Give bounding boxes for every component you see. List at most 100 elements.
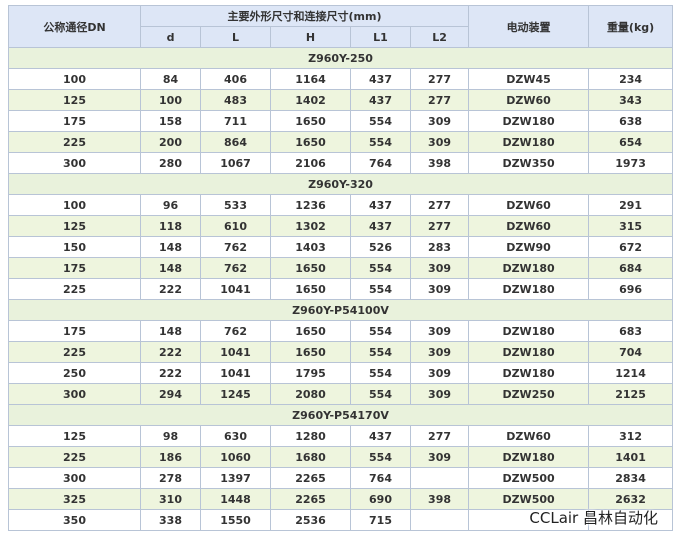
data-cell: 1397 xyxy=(200,467,271,489)
data-cell: 1280 xyxy=(270,425,351,447)
data-cell: 350 xyxy=(8,509,141,531)
data-cell: 2834 xyxy=(588,467,674,489)
data-cell: 150 xyxy=(8,236,141,258)
data-cell: 1067 xyxy=(200,152,271,174)
data-cell: 554 xyxy=(350,362,411,384)
data-cell: 200 xyxy=(140,131,201,153)
data-cell: 1650 xyxy=(270,257,351,279)
data-cell: 309 xyxy=(409,257,470,279)
data-cell: 277 xyxy=(409,68,470,90)
data-cell: DZW45 xyxy=(468,68,590,90)
data-cell: 148 xyxy=(140,320,201,342)
data-row: 225 222 1041 1650 554 309 DZW180 696 xyxy=(8,278,674,300)
data-cell: 554 xyxy=(350,257,411,279)
data-cell: 437 xyxy=(350,215,411,237)
data-cell: 1650 xyxy=(270,278,351,300)
data-cell: 1302 xyxy=(270,215,351,237)
data-cell: 280 xyxy=(140,152,201,174)
data-row: 100 84 406 1164 437 277 DZW45 234 xyxy=(8,68,674,90)
data-cell: 325 xyxy=(8,488,141,510)
header-row: 公称通径DN 主要外形尺寸和连接尺寸(mm) 电动装置 重量(kg) xyxy=(8,5,674,48)
data-cell: 1448 xyxy=(200,488,271,510)
data-cell: 1245 xyxy=(200,383,271,405)
data-cell: 704 xyxy=(588,341,674,363)
data-cell: DZW180 xyxy=(468,446,590,468)
data-cell: DZW500 xyxy=(468,467,590,489)
group-title: Z960Y-250 xyxy=(7,47,674,69)
data-cell: 225 xyxy=(8,341,141,363)
data-row: 150 148 762 1403 526 283 DZW90 672 xyxy=(8,236,674,258)
group-row: Z960Y-P54100V xyxy=(7,299,674,321)
data-cell: DZW60 xyxy=(468,215,590,237)
data-cell: 175 xyxy=(8,110,141,132)
group-row: Z960Y-320 xyxy=(7,173,674,195)
data-cell: 533 xyxy=(200,194,271,216)
data-cell: 437 xyxy=(350,425,411,447)
data-cell: 554 xyxy=(350,110,411,132)
data-cell: 1041 xyxy=(200,278,271,300)
data-cell: 148 xyxy=(140,257,201,279)
data-cell: 1214 xyxy=(588,362,674,384)
data-cell: 2536 xyxy=(270,509,351,531)
empty-cell xyxy=(409,467,470,489)
data-cell: DZW180 xyxy=(468,278,590,300)
data-cell: 2265 xyxy=(270,467,351,489)
data-cell: DZW180 xyxy=(468,320,590,342)
data-cell: 148 xyxy=(140,236,201,258)
data-cell: 225 xyxy=(8,446,141,468)
data-cell: 1236 xyxy=(270,194,351,216)
data-cell: 1973 xyxy=(588,152,674,174)
group-title: Z960Y-P54100V xyxy=(7,299,674,321)
data-row: 125 98 630 1280 437 277 DZW60 312 xyxy=(8,425,674,447)
group-row: Z960Y-P54170V xyxy=(7,404,674,426)
data-cell: 283 xyxy=(409,236,470,258)
data-cell: 554 xyxy=(350,383,411,405)
header-cell: L1 xyxy=(350,26,411,48)
data-cell: 638 xyxy=(588,110,674,132)
data-cell: 683 xyxy=(588,320,674,342)
data-cell: 690 xyxy=(350,488,411,510)
data-cell: 277 xyxy=(409,215,470,237)
data-row: 300 278 1397 2265 764 DZW500 2834 xyxy=(8,467,674,489)
data-cell: 1650 xyxy=(270,320,351,342)
data-cell: 2080 xyxy=(270,383,351,405)
data-cell: 312 xyxy=(588,425,674,447)
spec-table: 公称通径DN 主要外形尺寸和连接尺寸(mm) 电动装置 重量(kg) d L H L1… xyxy=(7,5,674,531)
data-cell: 554 xyxy=(350,278,411,300)
data-cell: 84 xyxy=(140,68,201,90)
data-row: 250 222 1041 1795 554 309 DZW180 1214 xyxy=(8,362,674,384)
data-cell: 225 xyxy=(8,131,141,153)
empty-cell xyxy=(468,509,590,531)
data-cell: 277 xyxy=(409,194,470,216)
data-cell: 1060 xyxy=(200,446,271,468)
data-cell: 1401 xyxy=(588,446,674,468)
data-cell: 672 xyxy=(588,236,674,258)
data-cell: 125 xyxy=(8,425,141,447)
header-cell: d xyxy=(140,26,201,48)
data-cell: 554 xyxy=(350,320,411,342)
table-body: 公称通径DN 主要外形尺寸和连接尺寸(mm) 电动装置 重量(kg) d L H L1… xyxy=(7,5,674,531)
data-cell: 186 xyxy=(140,446,201,468)
data-cell: 278 xyxy=(140,467,201,489)
data-cell: 98 xyxy=(140,425,201,447)
data-cell: 300 xyxy=(8,152,141,174)
empty-cell xyxy=(588,509,674,531)
data-cell: 222 xyxy=(140,362,201,384)
data-row: 175 158 711 1650 554 309 DZW180 638 xyxy=(8,110,674,132)
data-cell: 610 xyxy=(200,215,271,237)
data-cell: 696 xyxy=(588,278,674,300)
data-cell: 554 xyxy=(350,341,411,363)
data-row: 300 294 1245 2080 554 309 DZW250 2125 xyxy=(8,383,674,405)
data-cell: 1164 xyxy=(270,68,351,90)
data-cell: 764 xyxy=(350,467,411,489)
data-cell: 300 xyxy=(8,467,141,489)
data-cell: 250 xyxy=(8,362,141,384)
data-cell: 437 xyxy=(350,89,411,111)
header-cell: 主要外形尺寸和连接尺寸(mm) xyxy=(139,5,470,27)
data-cell: 291 xyxy=(588,194,674,216)
data-cell: 2265 xyxy=(270,488,351,510)
data-cell: 234 xyxy=(588,68,674,90)
data-cell: 2106 xyxy=(270,152,351,174)
data-cell: 175 xyxy=(8,257,141,279)
data-cell: 864 xyxy=(200,131,271,153)
